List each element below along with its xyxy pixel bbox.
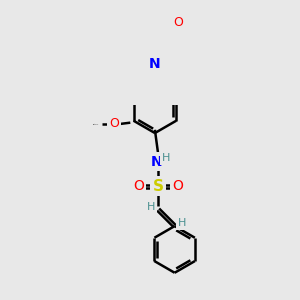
Text: methoxy: methoxy <box>93 123 99 124</box>
Text: O: O <box>174 16 184 28</box>
Text: N: N <box>149 57 161 71</box>
Text: H: H <box>178 218 186 229</box>
Text: S: S <box>153 179 164 194</box>
Text: H: H <box>162 153 170 163</box>
Text: O: O <box>133 179 144 193</box>
Text: O: O <box>172 179 183 193</box>
Text: H: H <box>147 202 155 212</box>
Text: O: O <box>109 118 119 130</box>
Text: N: N <box>151 154 163 169</box>
Text: methoxy: methoxy <box>93 123 99 124</box>
